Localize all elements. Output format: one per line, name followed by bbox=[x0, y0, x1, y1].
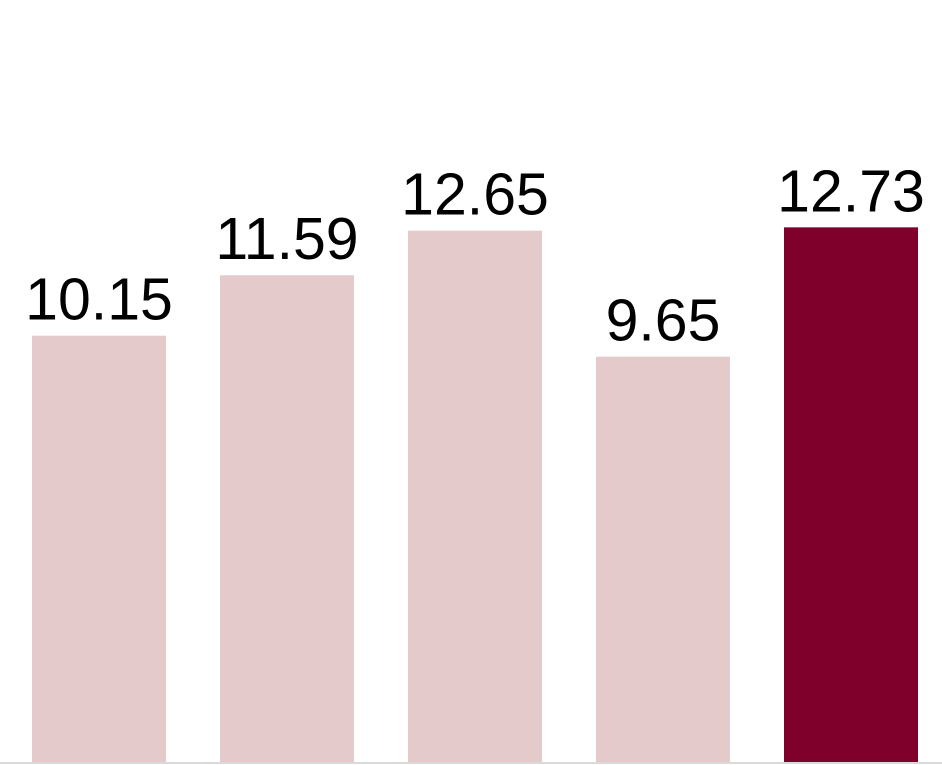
data-label-4: 9.65 bbox=[606, 288, 721, 354]
bar-1 bbox=[32, 335, 166, 762]
bar-2 bbox=[220, 275, 354, 762]
data-label-2: 11.59 bbox=[215, 206, 358, 272]
data-label-5: 12.73 bbox=[777, 158, 925, 224]
data-label-3: 12.65 bbox=[401, 162, 549, 228]
bar-5 bbox=[784, 227, 918, 763]
data-label-1: 10.15 bbox=[25, 267, 173, 333]
bars-group bbox=[32, 227, 918, 763]
bar-4 bbox=[596, 356, 730, 762]
data-labels-group: 10.15 11.59 12.65 9.65 12.73 bbox=[25, 158, 925, 353]
bar-3 bbox=[408, 230, 542, 762]
